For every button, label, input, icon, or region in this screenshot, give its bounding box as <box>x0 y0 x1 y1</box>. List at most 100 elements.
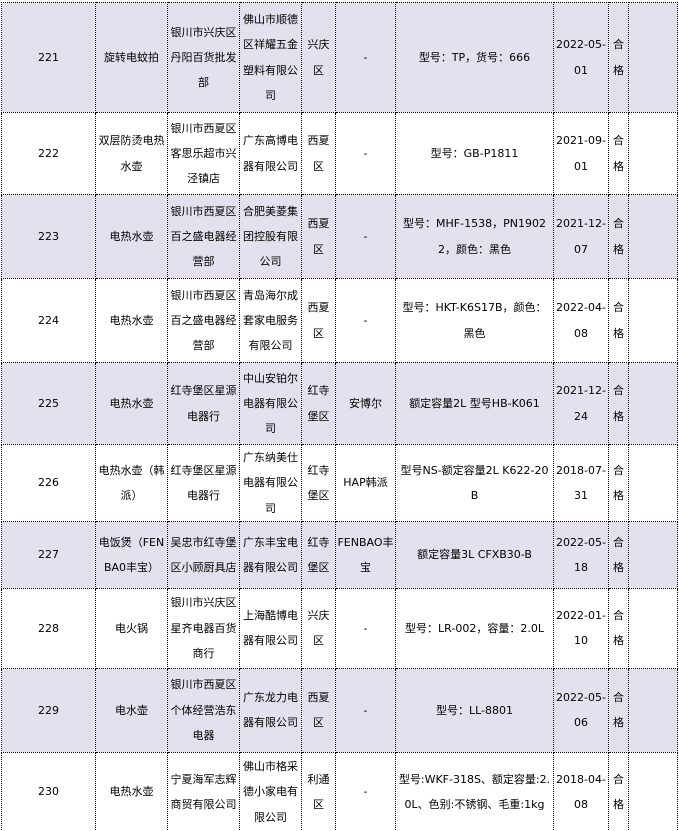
cell-blank <box>628 194 678 279</box>
cell-serial-number: 227 <box>1 520 96 589</box>
cell-production-date: 2022-04-08 <box>553 278 609 363</box>
cell-product-name: 电热水壶 <box>95 278 168 363</box>
table-row: 223 电热水壶 银川市西夏区百之盛电器经营部 合肥美菱集团控股有限公司 西夏区… <box>1 194 678 279</box>
cell-brand: - <box>335 278 396 363</box>
cell-product-name: 旋转电蚊拍 <box>95 2 168 113</box>
cell-result: 合格 <box>608 587 629 669</box>
cell-blank <box>628 520 678 589</box>
cell-manufacturer: 中山安铂尔电器有限公司 <box>239 362 302 445</box>
cell-brand: - <box>335 2 396 113</box>
cell-manufacturer: 佛山市格采德小家电有限公司 <box>239 751 302 831</box>
cell-result: 合格 <box>608 362 629 445</box>
table-row: 228 电火锅 银川市兴庆区星齐电器百货商行 上海酷博电器有限公司 兴庆区 - … <box>1 587 678 669</box>
cell-sampled-unit: 红寺堡区星源电器行 <box>167 362 240 445</box>
cell-brand: 安博尔 <box>335 362 396 445</box>
table-row: 227 电饭煲（FENBA0丰宝） 吴忠市红寺堡区小顾厨具店 广东丰宝电器有限公… <box>1 520 678 589</box>
cell-manufacturer: 广东高博电器有限公司 <box>239 112 302 195</box>
cell-sampled-unit: 银川市西夏区百之盛电器经营部 <box>167 194 240 279</box>
table-row: 224 电热水壶 银川市西夏区百之盛电器经营部 青岛海尔成套家电服务有限公司 西… <box>1 278 678 363</box>
cell-brand: - <box>335 587 396 669</box>
cell-production-date: 2018-07-31 <box>553 444 609 522</box>
cell-model-spec: 型号：LR-002，容量：2.0L <box>395 587 554 669</box>
cell-district: 红寺堡区 <box>301 362 336 445</box>
cell-model-spec: 型号：HKT-K6S17B，颜色：黑色 <box>395 278 554 363</box>
cell-district: 红寺堡区 <box>301 444 336 522</box>
cell-brand: HAP韩派 <box>335 444 396 522</box>
cell-model-spec: 型号NS-额定容量2L K622-20B <box>395 444 554 522</box>
cell-serial-number: 225 <box>1 362 96 445</box>
cell-model-spec: 型号：TP，货号：666 <box>395 2 554 113</box>
cell-product-name: 电热水壶（韩派） <box>95 444 168 522</box>
table-row: 225 电热水壶 红寺堡区星源电器行 中山安铂尔电器有限公司 红寺堡区 安博尔 … <box>1 362 678 445</box>
cell-sampled-unit: 银川市西夏区百之盛电器经营部 <box>167 278 240 363</box>
cell-brand: - <box>335 751 396 831</box>
cell-production-date: 2022-01-10 <box>553 587 609 669</box>
cell-model-spec: 型号：MHF-1538，PN19022，颜色：黑色 <box>395 194 554 279</box>
cell-sampled-unit: 银川市西夏区客思乐超市兴泾镇店 <box>167 112 240 195</box>
table-row: 222 双层防烫电热水壶 银川市西夏区客思乐超市兴泾镇店 广东高博电器有限公司 … <box>1 112 678 195</box>
cell-brand: - <box>335 112 396 195</box>
cell-serial-number: 230 <box>1 751 96 831</box>
cell-sampled-unit: 宁夏海军志辉商贸有限公司 <box>167 751 240 831</box>
cell-production-date: 2021-12-07 <box>553 194 609 279</box>
cell-blank <box>628 444 678 522</box>
cell-sampled-unit: 银川市兴庆区星齐电器百货商行 <box>167 587 240 669</box>
cell-production-date: 2018-04-08 <box>553 751 609 831</box>
cell-sampled-unit: 银川市西夏区个体经营浩东电器 <box>167 667 240 753</box>
cell-blank <box>628 112 678 195</box>
cell-serial-number: 226 <box>1 444 96 522</box>
cell-brand: FENBAO丰宝 <box>335 520 396 589</box>
cell-manufacturer: 广东丰宝电器有限公司 <box>239 520 302 589</box>
cell-model-spec: 额定容量2L 型号HB-K061 <box>395 362 554 445</box>
cell-result: 合格 <box>608 444 629 522</box>
cell-manufacturer: 佛山市顺德区祥耀五金塑料有限公司 <box>239 2 302 113</box>
cell-manufacturer: 上海酷博电器有限公司 <box>239 587 302 669</box>
cell-product-name: 电饭煲（FENBA0丰宝） <box>95 520 168 589</box>
cell-production-date: 2022-05-06 <box>553 667 609 753</box>
cell-result: 合格 <box>608 751 629 831</box>
cell-model-spec: 额定容量3L CFXB30-B <box>395 520 554 589</box>
cell-serial-number: 224 <box>1 278 96 363</box>
table-row: 226 电热水壶（韩派） 红寺堡区星源电器行 广东纳美仕电器有限公司 红寺堡区 … <box>1 444 678 522</box>
cell-sampled-unit: 吴忠市红寺堡区小顾厨具店 <box>167 520 240 589</box>
cell-blank <box>628 751 678 831</box>
cell-district: 兴庆区 <box>301 587 336 669</box>
table-row: 229 电水壶 银川市西夏区个体经营浩东电器 广东龙力电器有限公司 西夏区 - … <box>1 667 678 753</box>
cell-serial-number: 221 <box>1 2 96 113</box>
cell-model-spec: 型号:WKF-318S、额定容量:2.0L、色别:不锈钢、毛重:1kg <box>395 751 554 831</box>
cell-sampled-unit: 红寺堡区星源电器行 <box>167 444 240 522</box>
cell-result: 合格 <box>608 2 629 113</box>
cell-district: 西夏区 <box>301 667 336 753</box>
cell-brand: - <box>335 667 396 753</box>
cell-district: 兴庆区 <box>301 2 336 113</box>
cell-blank <box>628 362 678 445</box>
cell-serial-number: 228 <box>1 587 96 669</box>
cell-product-name: 双层防烫电热水壶 <box>95 112 168 195</box>
cell-district: 西夏区 <box>301 278 336 363</box>
cell-production-date: 2022-05-01 <box>553 2 609 113</box>
cell-serial-number: 229 <box>1 667 96 753</box>
table-row: 221 旋转电蚊拍 银川市兴庆区丹阳百货批发部 佛山市顺德区祥耀五金塑料有限公司… <box>1 2 678 113</box>
cell-sampled-unit: 银川市兴庆区丹阳百货批发部 <box>167 2 240 113</box>
cell-model-spec: 型号：LL-8801 <box>395 667 554 753</box>
cell-manufacturer: 广东纳美仕电器有限公司 <box>239 444 302 522</box>
cell-product-name: 电热水壶 <box>95 751 168 831</box>
cell-district: 西夏区 <box>301 112 336 195</box>
table-row: 230 电热水壶 宁夏海军志辉商贸有限公司 佛山市格采德小家电有限公司 利通区 … <box>1 751 678 831</box>
cell-manufacturer: 青岛海尔成套家电服务有限公司 <box>239 278 302 363</box>
cell-result: 合格 <box>608 520 629 589</box>
cell-production-date: 2021-09-01 <box>553 112 609 195</box>
cell-product-name: 电火锅 <box>95 587 168 669</box>
cell-result: 合格 <box>608 667 629 753</box>
cell-result: 合格 <box>608 194 629 279</box>
cell-blank <box>628 667 678 753</box>
cell-brand: - <box>335 194 396 279</box>
cell-district: 西夏区 <box>301 194 336 279</box>
cell-blank <box>628 587 678 669</box>
cell-blank <box>628 278 678 363</box>
cell-product-name: 电热水壶 <box>95 362 168 445</box>
cell-serial-number: 223 <box>1 194 96 279</box>
